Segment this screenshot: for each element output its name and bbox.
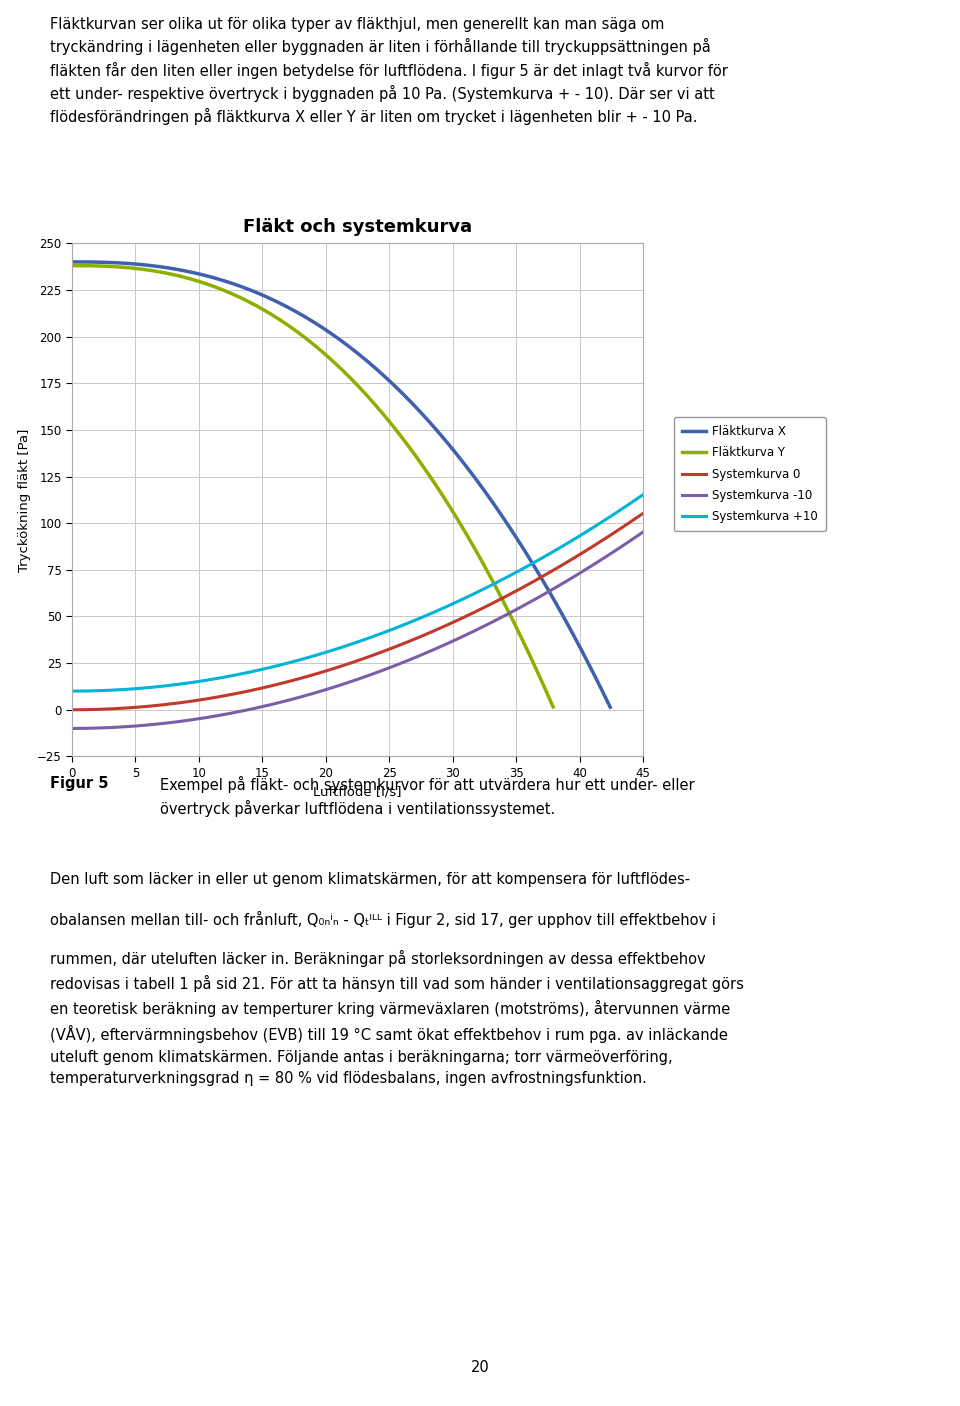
Systemkurva +10	[404, 614, 416, 631]
Fläktkurva Y	[68, 257, 80, 274]
Text: obalansen mellan till- och frånluft, Q₀ₙⁱₙ - Qₜᴵᴸᴸ i Figur 2, sid 17, ger upphov: obalansen mellan till- och frånluft, Q₀ₙ…	[50, 911, 716, 928]
Line: Systemkurva +10: Systemkurva +10	[72, 495, 643, 692]
Systemkurva 0	[547, 562, 559, 579]
Fläktkurva Y	[351, 377, 363, 394]
Systemkurva -10	[547, 581, 559, 598]
Systemkurva 0	[66, 702, 78, 718]
Fläktkurva Y	[361, 387, 372, 404]
Fläktkurva X	[387, 375, 398, 392]
Systemkurva +10	[416, 609, 427, 626]
Systemkurva -10	[584, 558, 595, 575]
Systemkurva 0	[406, 631, 418, 648]
Y-axis label: Tryckökning fläkt [Pa]: Tryckökning fläkt [Pa]	[18, 429, 32, 571]
Systemkurva -10	[637, 523, 649, 540]
Systemkurva -10	[404, 651, 416, 668]
Line: Fläktkurva X: Fläktkurva X	[72, 262, 611, 707]
Line: Systemkurva 0: Systemkurva 0	[72, 513, 643, 710]
Systemkurva 0	[68, 702, 80, 718]
Systemkurva 0	[404, 633, 416, 650]
Text: Den luft som läcker in eller ut genom klimatskärmen, för att kompensera för luft: Den luft som läcker in eller ut genom kl…	[50, 872, 690, 887]
Systemkurva -10	[416, 647, 427, 664]
Text: Fläktkurvan ser olika ut för olika typer av fläkthjul, men generellt kan man säg: Fläktkurvan ser olika ut för olika typer…	[50, 17, 728, 125]
Systemkurva -10	[68, 720, 80, 737]
Title: Fläkt och systemkurva: Fläkt och systemkurva	[243, 218, 472, 236]
Line: Systemkurva -10: Systemkurva -10	[72, 531, 643, 728]
Fläktkurva Y	[471, 546, 483, 562]
Fläktkurva X	[605, 699, 616, 716]
Systemkurva -10	[406, 651, 418, 668]
Fläktkurva X	[554, 602, 565, 619]
Fläktkurva X	[385, 374, 396, 391]
Fläktkurva X	[519, 544, 531, 561]
Fläktkurva X	[68, 253, 80, 270]
Systemkurva +10	[584, 522, 595, 538]
Systemkurva +10	[547, 543, 559, 560]
Systemkurva -10	[66, 720, 78, 737]
Systemkurva +10	[66, 683, 78, 700]
Text: 20: 20	[470, 1360, 490, 1375]
Fläktkurva Y	[352, 378, 364, 395]
Fläktkurva Y	[66, 257, 78, 274]
Legend: Fläktkurva X, Fläktkurva Y, Systemkurva 0, Systemkurva -10, Systemkurva +10: Fläktkurva X, Fläktkurva Y, Systemkurva …	[674, 418, 826, 531]
Text: Exempel på fläkt- och systemkurvor för att utvärdera hur ett under- eller
övertr: Exempel på fläkt- och systemkurvor för a…	[160, 776, 695, 817]
Fläktkurva Y	[502, 602, 514, 619]
Text: Figur 5: Figur 5	[50, 776, 108, 792]
Fläktkurva Y	[547, 699, 559, 716]
Text: rummen, där uteluften läcker in. Beräkningar på storleksordningen av dessa effek: rummen, där uteluften läcker in. Beräkni…	[50, 950, 744, 1087]
Fläktkurva X	[396, 384, 407, 401]
Fläktkurva X	[66, 253, 78, 270]
Systemkurva +10	[68, 683, 80, 700]
Systemkurva 0	[584, 540, 595, 557]
Systemkurva 0	[416, 627, 427, 644]
Systemkurva 0	[637, 505, 649, 522]
Systemkurva +10	[637, 486, 649, 503]
Line: Fläktkurva Y: Fläktkurva Y	[72, 266, 553, 707]
Systemkurva +10	[406, 613, 418, 630]
X-axis label: Luftflöde [l/s]: Luftflöde [l/s]	[313, 786, 402, 799]
